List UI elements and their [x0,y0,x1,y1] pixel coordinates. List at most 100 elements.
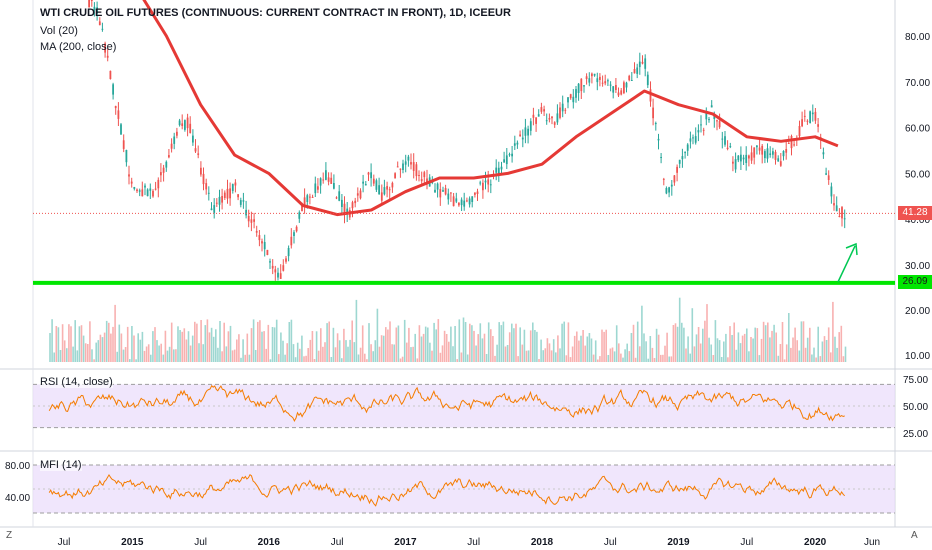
moving-average-label[interactable]: MA (200, close) [40,41,117,53]
candle-body [487,179,490,185]
autoscale-corner-label[interactable]: A [911,530,918,541]
volume-bar [355,299,358,362]
volume-bar [515,323,517,362]
volume-bar [441,345,444,362]
volume-bar [101,337,104,362]
volume-bar [82,335,85,362]
rsi-line [48,384,845,422]
candle-body [439,189,442,198]
volume-bar [769,337,771,362]
volume-indicator-label[interactable]: Vol (20) [40,25,78,37]
volume-bar [401,356,404,362]
candle-body [184,120,186,130]
time-axis-tick: Jun [864,537,880,548]
volume-bar [532,322,534,362]
rsi-axis-tick: 25.00 [903,429,928,440]
volume-bar [345,340,347,362]
volume-bar [236,339,238,362]
volume-bar [212,336,215,362]
volume-bar [523,329,526,362]
volume-bar [63,340,66,362]
volume-bar [655,328,658,362]
candle-body [415,164,418,177]
volume-bar [158,345,160,362]
volume-bar [462,317,465,362]
candle-body [692,137,694,139]
candle-body [569,94,572,99]
volume-bar [798,350,801,362]
candle-body [295,226,298,232]
volume-bar [118,324,121,362]
volume-bar [215,329,217,362]
volume-bar [68,324,70,362]
volume-bar [93,359,95,362]
volume-bar [393,344,395,362]
candle-body [678,159,681,164]
volume-bar [550,350,553,362]
candle-body [325,170,327,180]
volume-bar [641,305,643,362]
candle-body [301,203,303,212]
volume-bar [175,349,177,362]
volume-bar [263,331,265,362]
volume-bar [196,323,198,362]
volume-bar [357,354,360,362]
volume-bar [723,341,725,362]
timezone-corner-label[interactable]: Z [6,530,13,541]
volume-bar [170,322,173,362]
rsi-pane-label[interactable]: RSI (14, close) [40,376,113,388]
volume-bar [779,344,782,362]
volume-bar [57,327,60,362]
candle-body [724,136,726,145]
candle-body [615,85,617,90]
volume-bar [66,348,68,362]
candle-body [785,149,788,153]
time-axis-tick: Jul [194,537,207,548]
candle-body [277,272,279,278]
candle-body [120,124,122,135]
candle-body [285,258,287,262]
volume-bar [416,358,419,362]
volume-bar [141,331,144,362]
candle-body [242,200,245,202]
volume-bar [124,347,127,362]
mfi-pane-label[interactable]: MFI (14) [40,459,82,471]
candle-body [359,190,362,199]
volume-bar [408,327,410,362]
candle-body [364,184,367,186]
candle-body [317,186,319,190]
volume-bar [317,350,320,362]
volume-bar [678,297,681,362]
volume-bar [542,350,544,362]
volume-bar [773,324,775,362]
volume-bar [261,331,263,362]
candle-body [548,118,551,120]
volume-bar [800,321,803,362]
volume-bar [624,349,626,362]
candle-body [471,196,474,202]
candle-body [152,190,154,197]
candle-body [588,78,591,83]
candle-body [266,249,269,255]
volume-bar [718,340,721,362]
candle-body [665,188,668,194]
candle-body [636,67,639,74]
candle-body [686,144,689,151]
candle-body [215,202,218,204]
volume-bar [326,323,328,362]
candle-body [705,112,708,120]
candle-body [181,123,184,126]
volume-bar [615,325,618,362]
volume-bar [601,329,603,362]
volume-bar [160,343,162,362]
candle-body [500,166,503,170]
volume-bar [221,351,223,362]
candle-body [593,73,596,76]
volume-bar [725,333,727,362]
candle-body [524,127,527,136]
candle-body [777,158,780,162]
candle-body [218,196,221,205]
volume-bar [540,339,542,362]
volume-bar [240,357,242,362]
volume-bar [431,350,433,362]
